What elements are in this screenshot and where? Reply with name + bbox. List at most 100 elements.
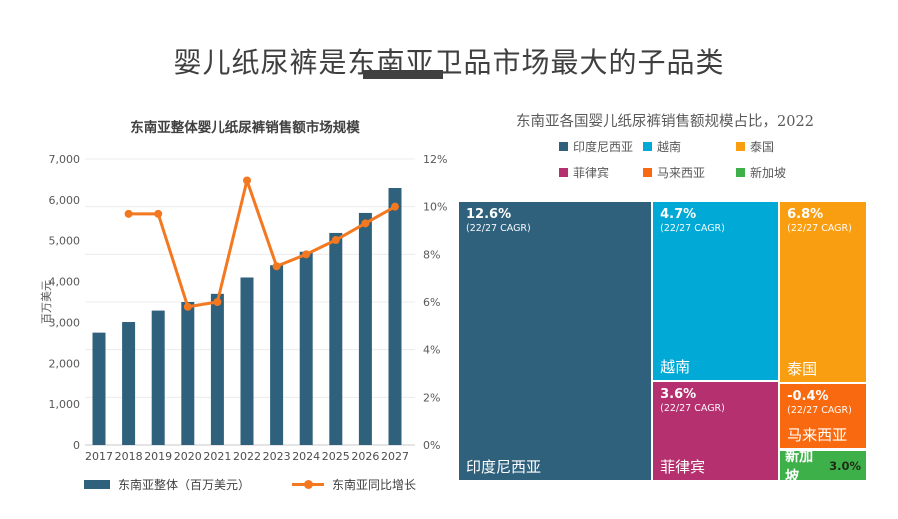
y-axis-right-tick: 6% xyxy=(423,296,440,309)
cell-country: 越南 xyxy=(660,357,691,376)
legend-label: 东南亚同比增长 xyxy=(332,478,417,492)
left-chart-legend: 东南亚整体（百万美元） 东南亚同比增长 xyxy=(40,476,460,493)
bar-2018 xyxy=(122,322,136,445)
growth-point-2018 xyxy=(124,209,133,218)
treemap-cell-singapore: 新加坡 3.0% xyxy=(780,451,866,480)
growth-line xyxy=(128,178,396,309)
treemap-legend-item: 菲律宾 xyxy=(559,164,643,181)
x-tick-2027: 2027 xyxy=(381,450,409,463)
y-axis-right-tick: 2% xyxy=(423,391,440,404)
cell-share: 3.0% xyxy=(829,458,861,473)
legend-swatch xyxy=(559,142,568,151)
cell-country: 马来西亚 xyxy=(787,425,848,444)
cell-country: 菲律宾 xyxy=(660,457,706,476)
treemap-cell-malaysia: -0.4% (22/27 CAGR) 马来西亚 xyxy=(780,383,866,448)
legend-label: 印度尼西亚 xyxy=(573,140,634,154)
legend-label: 泰国 xyxy=(750,140,775,154)
treemap-cell-thailand: 6.8% (22/27 CAGR) 泰国 xyxy=(780,202,866,382)
y-axis-right-tick: 0% xyxy=(423,439,440,452)
bar-2027 xyxy=(388,188,402,445)
x-tick-2024: 2024 xyxy=(292,450,320,463)
y-axis-left-tick: 6,000 xyxy=(49,194,81,207)
x-tick-2021: 2021 xyxy=(203,450,231,463)
treemap-legend: 印度尼西亚 越南 泰国菲律宾 马来西亚 新加坡 xyxy=(559,138,836,181)
cell-cagr: 6.8% xyxy=(787,207,824,222)
treemap-cell-indonesia: 12.6% (22/27 CAGR) 印度尼西亚 xyxy=(459,202,652,480)
x-tick-2023: 2023 xyxy=(263,450,291,463)
growth-point-2021 xyxy=(213,298,222,306)
growth-point-2020 xyxy=(183,302,192,311)
legend-swatch xyxy=(643,142,652,151)
cell-cagr: -0.4% xyxy=(787,388,829,404)
bar-2025 xyxy=(329,232,343,445)
bar-2024 xyxy=(299,251,313,445)
growth-point-2019 xyxy=(154,209,163,218)
bar-2022 xyxy=(240,277,254,445)
y-axis-left-tick: 1,000 xyxy=(49,398,81,411)
treemap-legend-item: 印度尼西亚 xyxy=(559,138,643,155)
growth-point-2025 xyxy=(331,236,340,245)
legend-swatch xyxy=(736,142,745,151)
bar-2020 xyxy=(181,302,195,445)
y-axis-title: 百万美元 xyxy=(40,280,53,324)
cell-cagr: 3.6% xyxy=(660,386,697,402)
cell-country: 泰国 xyxy=(787,359,818,378)
y-axis-left-tick: 2,000 xyxy=(49,357,81,370)
x-tick-2026: 2026 xyxy=(351,450,379,463)
x-tick-2020: 2020 xyxy=(174,450,202,463)
legend-label: 新加坡 xyxy=(750,166,787,180)
treemap-legend-item: 泰国 xyxy=(736,138,836,155)
bar-line-chart-panel: 东南亚整体婴儿纸尿裤销售额市场规模 7,000 6,000 5,000 4,000 3,… xyxy=(40,108,470,508)
legend-label: 马来西亚 xyxy=(657,166,706,180)
legend-item-line: 东南亚同比增长 xyxy=(292,476,416,493)
y-axis-left-tick: 5,000 xyxy=(49,235,81,248)
treemap-legend-item: 新加坡 xyxy=(736,164,836,181)
bar-line-chart: 7,000 6,000 5,000 4,000 3,000 2,000 1,000 0 12% 1… xyxy=(40,153,447,463)
y-axis-left-tick: 4,000 xyxy=(49,276,81,289)
legend-swatch xyxy=(736,168,745,177)
x-tick-2018: 2018 xyxy=(115,450,143,463)
bar-2019 xyxy=(151,310,165,445)
cell-cagr: 12.6% xyxy=(466,207,512,222)
treemap: 12.6% (22/27 CAGR) 印度尼西亚 4.7% (22/27 CAGR) 越南… xyxy=(459,202,866,480)
cell-cagr: 4.7% xyxy=(660,207,697,222)
bar-2017 xyxy=(92,332,106,445)
y-axis-left-tick: 3,000 xyxy=(49,316,81,329)
x-tick-2017: 2017 xyxy=(85,450,113,463)
legend-swatch xyxy=(559,168,568,177)
y-axis-right-tick: 10% xyxy=(423,201,447,214)
bar-2026 xyxy=(358,212,372,445)
y-axis-right-tick: 4% xyxy=(423,344,440,357)
growth-point-2026 xyxy=(361,219,370,228)
cell-cagr-note: (22/27 CAGR) xyxy=(787,223,852,234)
line-swatch xyxy=(292,480,324,489)
growth-point-2022 xyxy=(243,176,251,185)
left-chart-title: 东南亚整体婴儿纸尿裤销售额市场规模 xyxy=(130,120,360,136)
cell-cagr-note: (22/27 CAGR) xyxy=(660,223,725,234)
legend-label: 越南 xyxy=(657,140,682,154)
cell-cagr-note: (22/27 CAGR) xyxy=(466,223,531,234)
growth-point-2027 xyxy=(391,202,399,211)
treemap-cell-vietnam: 4.7% (22/27 CAGR) 越南 xyxy=(653,202,779,380)
legend-item-bar: 东南亚整体（百万美元） xyxy=(83,476,250,493)
growth-point-2023 xyxy=(272,262,281,271)
cell-cagr-note: (22/27 CAGR) xyxy=(787,404,852,416)
y-axis-right-tick: 8% xyxy=(423,248,440,261)
treemap-legend-item: 越南 xyxy=(643,138,736,155)
right-chart-title: 东南亚各国婴儿纸尿裤销售额规模占比，2022 xyxy=(516,114,814,130)
page-title: 婴儿纸尿裤是东南亚卫品市场最大的子品类 xyxy=(173,45,725,79)
x-tick-2025: 2025 xyxy=(322,450,350,463)
legend-label: 菲律宾 xyxy=(573,166,610,180)
x-tick-2022: 2022 xyxy=(233,450,261,463)
cell-country: 新加坡 xyxy=(785,451,814,480)
treemap-legend-item: 马来西亚 xyxy=(643,164,736,181)
title-underline xyxy=(363,70,443,79)
treemap-panel: 东南亚各国婴儿纸尿裤销售额规模占比，2022 印度尼西亚 越南 泰国 菲律宾 马来西亚新… xyxy=(455,108,890,508)
bar-2023 xyxy=(270,265,284,445)
legend-label: 东南亚整体（百万美元） xyxy=(117,478,250,492)
y-axis-left-tick: 7,000 xyxy=(49,153,81,166)
legend-swatch xyxy=(643,168,652,177)
cell-cagr-note: (22/27 CAGR) xyxy=(660,402,725,414)
x-tick-2019: 2019 xyxy=(144,450,172,463)
